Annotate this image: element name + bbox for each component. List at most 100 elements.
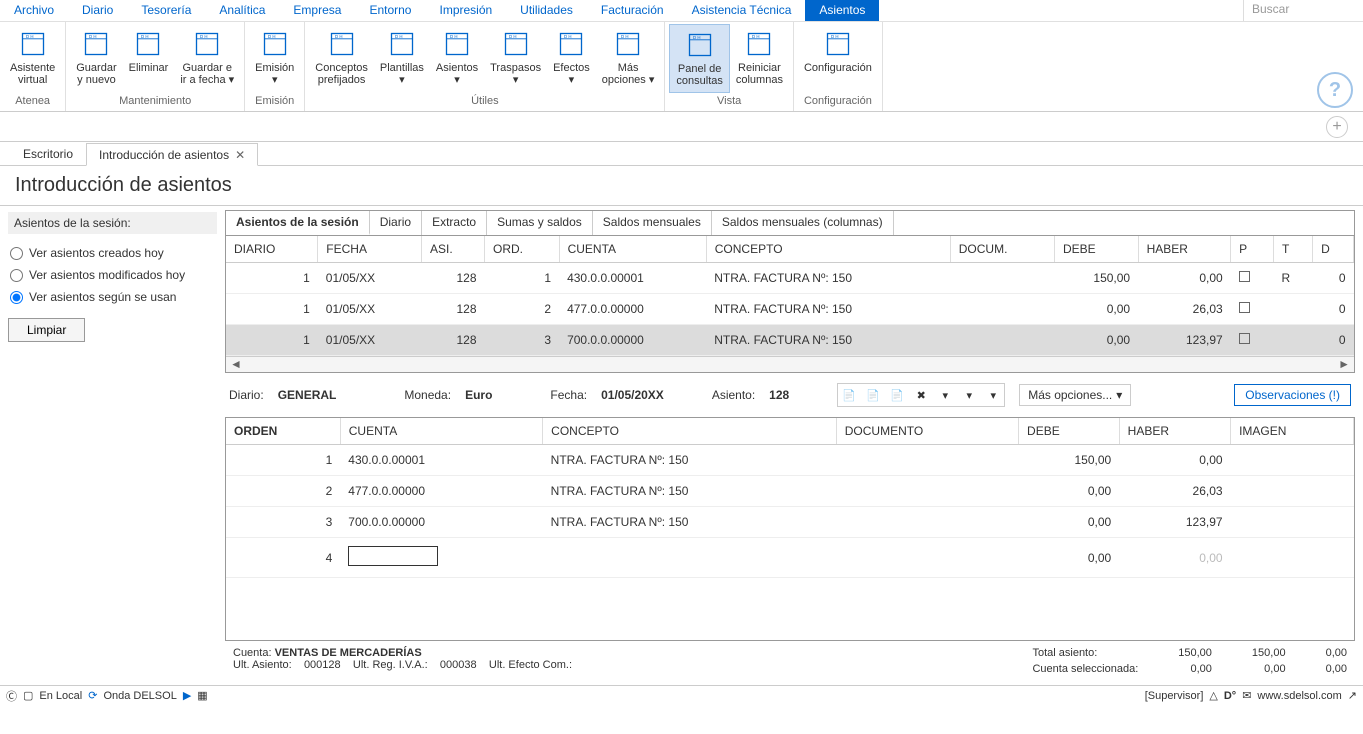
page-title: Introducción de asientos — [0, 166, 1363, 205]
col-header[interactable]: FECHA — [318, 236, 422, 263]
col-header[interactable]: CUENTA — [559, 236, 706, 263]
more-options-dropdown[interactable]: Más opciones...▾ — [1019, 384, 1131, 406]
menu-asistencia técnica[interactable]: Asistencia Técnica — [678, 0, 806, 21]
url-label[interactable]: www.sdelsol.com — [1257, 690, 1341, 702]
col-header[interactable]: ASI. — [422, 236, 485, 263]
menu-entorno[interactable]: Entorno — [355, 0, 425, 21]
col-header[interactable]: ORD. — [485, 236, 560, 263]
configuracion-icon: D H — [822, 28, 854, 60]
tool-icon[interactable]: 📄 — [888, 386, 906, 404]
col-header[interactable]: D — [1313, 236, 1354, 263]
ribbon-asientos[interactable]: D HAsientos▾ — [430, 24, 484, 93]
table-row[interactable]: 2477.0.0.00000NTRA. FACTURA Nº: 1500,002… — [226, 476, 1354, 507]
observations-button[interactable]: Observaciones (!) — [1234, 384, 1351, 406]
table-row[interactable]: 101/05/XX1281430.0.0.00001NTRA. FACTURA … — [226, 263, 1354, 294]
d-icon[interactable]: D° — [1224, 690, 1236, 702]
status-icon[interactable]: ▦ — [197, 689, 207, 702]
col-header[interactable]: T — [1274, 236, 1313, 263]
svg-text:D H: D H — [335, 34, 343, 39]
close-icon[interactable]: ✕ — [235, 148, 245, 162]
col-header[interactable]: P — [1231, 236, 1274, 263]
menu-tesorería[interactable]: Tesorería — [127, 0, 205, 21]
inner-tab[interactable]: Saldos mensuales (columnas) — [712, 211, 894, 235]
menu-impresión[interactable]: Impresión — [425, 0, 506, 21]
local-label: En Local — [39, 690, 82, 702]
menu-archivo[interactable]: Archivo — [0, 0, 68, 21]
mail-icon[interactable]: ✉ — [1242, 689, 1251, 702]
warn-icon[interactable]: △ — [1209, 689, 1217, 702]
clear-button[interactable]: Limpiar — [8, 318, 85, 342]
menu-diario[interactable]: Diario — [68, 0, 127, 21]
add-tab-button[interactable]: + — [1326, 116, 1348, 138]
filter-radio[interactable]: Ver asientos modificados hoy — [8, 264, 217, 286]
ribbon-configuracion[interactable]: D HConfiguración — [798, 24, 878, 93]
ribbon-plantillas[interactable]: D HPlantillas▾ — [374, 24, 430, 93]
table-row[interactable]: 101/05/XX1282477.0.0.00000NTRA. FACTURA … — [226, 294, 1354, 325]
table-row[interactable]: 40,000,00 — [226, 538, 1354, 578]
menu-empresa[interactable]: Empresa — [279, 0, 355, 21]
search-input[interactable]: Buscar — [1243, 0, 1363, 21]
asiento-value: 128 — [769, 388, 789, 402]
play-icon[interactable]: ▶ — [183, 689, 191, 702]
sidebar-title: Asientos de la sesión: — [8, 212, 217, 234]
col-header[interactable]: CONCEPTO — [543, 418, 837, 445]
ribbon-mas-opciones[interactable]: D HMásopciones ▾ — [596, 24, 661, 93]
ribbon-eliminar[interactable]: D HEliminar — [123, 24, 175, 93]
summary: Cuenta: VENTAS DE MERCADERÍAS Ult. Asien… — [225, 641, 1355, 681]
col-header[interactable]: DOCUM. — [950, 236, 1054, 263]
doc-tab[interactable]: Escritorio — [10, 142, 86, 165]
tool-icon[interactable]: ✖ — [912, 386, 930, 404]
col-header[interactable]: DIARIO — [226, 236, 318, 263]
menu-utilidades[interactable]: Utilidades — [506, 0, 587, 21]
link-icon[interactable]: ↗ — [1348, 689, 1357, 702]
inner-tabs: Asientos de la sesiónDiarioExtractoSumas… — [225, 210, 1355, 235]
svg-text:D H: D H — [26, 34, 34, 39]
tool-icon[interactable]: ▾ — [984, 386, 1002, 404]
mini-toolbar: 📄 📄 📄 ✖ ▾ ▾ ▾ — [837, 383, 1005, 407]
tool-icon[interactable]: ▾ — [960, 386, 978, 404]
filter-radio[interactable]: Ver asientos según se usan — [8, 286, 217, 308]
ribbon-guardar-ir-fecha[interactable]: D HGuardar eir a fecha ▾ — [174, 24, 240, 93]
col-header[interactable]: ORDEN — [226, 418, 340, 445]
tool-icon[interactable]: ▾ — [936, 386, 954, 404]
ribbon-group-label: Útiles — [309, 93, 660, 109]
svg-text:D H: D H — [831, 34, 839, 39]
reiniciar-cols-icon: D H — [743, 28, 775, 60]
col-header[interactable]: HABER — [1138, 236, 1231, 263]
col-header[interactable]: CONCEPTO — [706, 236, 950, 263]
col-header[interactable]: DEBE — [1054, 236, 1138, 263]
ribbon-conceptos[interactable]: D HConceptosprefijados — [309, 24, 374, 93]
col-header[interactable]: DEBE — [1019, 418, 1120, 445]
col-header[interactable]: DOCUMENTO — [836, 418, 1018, 445]
ribbon-group-label: Emisión — [249, 93, 300, 109]
inner-tab[interactable]: Sumas y saldos — [487, 211, 593, 235]
ribbon-traspasos[interactable]: D HTraspasos▾ — [484, 24, 547, 93]
inner-tab[interactable]: Extracto — [422, 211, 487, 235]
table-row[interactable]: 1430.0.0.00001NTRA. FACTURA Nº: 150150,0… — [226, 445, 1354, 476]
table-row[interactable]: 3700.0.0.00000NTRA. FACTURA Nº: 1500,001… — [226, 507, 1354, 538]
doc-tab[interactable]: Introducción de asientos✕ — [86, 143, 258, 166]
inner-tab[interactable]: Saldos mensuales — [593, 211, 712, 235]
ribbon-panel-consultas[interactable]: D HPanel deconsultas — [669, 24, 729, 93]
filter-radio[interactable]: Ver asientos creados hoy — [8, 242, 217, 264]
inner-tab[interactable]: Asientos de la sesión — [226, 211, 370, 235]
ribbon-efectos[interactable]: D HEfectos▾ — [547, 24, 596, 93]
menu-asientos[interactable]: Asientos — [805, 0, 879, 21]
grid-scrollbar[interactable]: ◄► — [226, 356, 1354, 372]
sync-icon[interactable]: ⟳ — [88, 689, 97, 702]
col-header[interactable]: IMAGEN — [1231, 418, 1354, 445]
tool-icon[interactable]: 📄 — [840, 386, 858, 404]
help-icon[interactable]: ? — [1317, 72, 1353, 108]
ribbon-asistente-virtual[interactable]: D HAsistentevirtual — [4, 24, 61, 93]
ribbon-guardar-nuevo[interactable]: D HGuardary nuevo — [70, 24, 122, 93]
menu-analítica[interactable]: Analítica — [205, 0, 279, 21]
ribbon-reiniciar-cols[interactable]: D HReiniciarcolumnas — [730, 24, 789, 93]
cuenta-input[interactable] — [348, 546, 438, 566]
col-header[interactable]: HABER — [1119, 418, 1230, 445]
menu-facturación[interactable]: Facturación — [587, 0, 678, 21]
col-header[interactable]: CUENTA — [340, 418, 542, 445]
ribbon-emision[interactable]: D HEmisión▾ — [249, 24, 300, 93]
tool-icon[interactable]: 📄 — [864, 386, 882, 404]
table-row[interactable]: 101/05/XX1283700.0.0.00000NTRA. FACTURA … — [226, 325, 1354, 356]
inner-tab[interactable]: Diario — [370, 211, 422, 235]
